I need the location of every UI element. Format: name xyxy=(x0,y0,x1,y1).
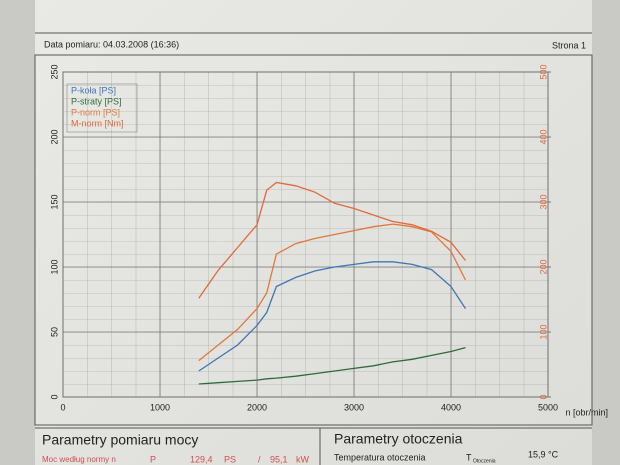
series-line xyxy=(198,346,466,385)
legend-box xyxy=(66,83,138,133)
row-unit: kW xyxy=(296,454,310,464)
y-tick-label: 250 xyxy=(49,64,59,79)
x-tick-label: 3000 xyxy=(344,402,364,412)
row-symbol: T xyxy=(466,452,472,462)
y2-tick-label: 200 xyxy=(538,259,548,274)
x-tick-label: 0 xyxy=(60,402,65,412)
chart-frame xyxy=(34,54,593,426)
section-title: Parametry pomiaru mocy xyxy=(42,432,198,448)
series-line xyxy=(198,261,467,372)
x-tick-label: 2000 xyxy=(247,402,267,412)
plot-area xyxy=(62,71,549,398)
y2-tick-label: 100 xyxy=(538,324,548,339)
legend-entry: P-koła [PS] xyxy=(71,85,116,95)
x-tick-label: 1000 xyxy=(150,402,170,412)
row-unit: °C xyxy=(548,449,559,459)
legend-entry: P-norm [PS] xyxy=(71,107,120,117)
legend-entry: M-norm [Nm] xyxy=(71,118,124,128)
row-label: Temperatura otoczenia xyxy=(334,452,426,462)
y-tick-label: 150 xyxy=(49,194,59,209)
series-line xyxy=(198,223,467,362)
y-tick-label: 50 xyxy=(49,327,59,337)
row-value: 95,1 xyxy=(270,454,288,464)
y-tick-label: 100 xyxy=(49,259,59,274)
y2-tick-label: 300 xyxy=(538,194,548,209)
row-label: Moc według normy n xyxy=(42,455,116,464)
legend-entry: P-straty [PS] xyxy=(71,96,122,106)
row-value: 15,9 xyxy=(528,449,546,459)
row-value: 129,4 xyxy=(190,454,213,464)
y-tick-label: 0 xyxy=(49,394,59,399)
section-title: Parametry otoczenia xyxy=(334,431,463,447)
row-sep: / xyxy=(258,454,261,464)
y2-tick-label: 500 xyxy=(538,64,548,79)
y-tick-label: 200 xyxy=(49,129,59,144)
series-line xyxy=(198,181,467,299)
x-tick-label: 5000 xyxy=(538,402,558,412)
y2-tick-label: 400 xyxy=(538,129,548,144)
date: Data pomiaru: 04.03.2008 (16:36) xyxy=(44,39,179,49)
row-sub: Otoczenia xyxy=(473,458,496,464)
row-unit: PS xyxy=(224,454,236,464)
page-number: Strona 1 xyxy=(552,40,586,50)
x-tick-label: 4000 xyxy=(441,402,461,412)
y2-tick-label: 0 xyxy=(538,394,548,399)
chart: 0 1000 2000 3000 4000 5000 n [obr/min]05010015… xyxy=(49,64,608,417)
x-axis-label: n [obr/min] xyxy=(565,407,608,417)
row-symbol: P xyxy=(150,454,156,464)
